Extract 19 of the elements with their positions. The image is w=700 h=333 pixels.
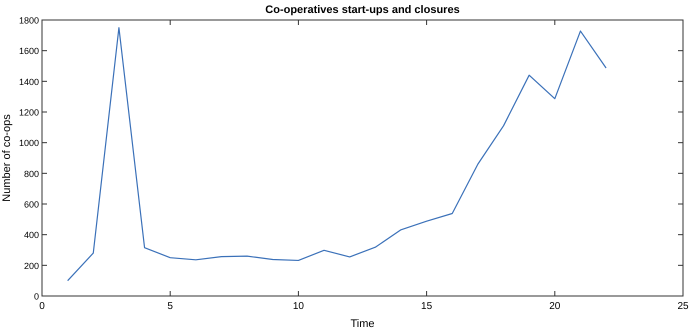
x-tick-label: 15 [421,301,433,312]
y-tick-label: 800 [24,168,39,179]
y-axis-title: Number of co-ops [1,114,13,202]
x-tick-label: 5 [167,301,174,312]
x-tick-label: 10 [292,301,304,312]
y-tick-label: 1600 [18,46,39,56]
y-tick-label: 1400 [18,76,39,87]
chart-title: Co-operatives start-ups and closures [265,4,460,16]
y-tick-label: 1000 [18,138,39,148]
x-tick-label: 20 [549,301,561,312]
y-tick-label: 400 [24,230,39,240]
y-tick-label: 200 [24,260,39,271]
y-tick-label: 1200 [18,108,39,118]
y-tick-label: 1800 [18,16,39,26]
x-tick-label: 25 [677,301,689,312]
x-axis-title: Time [350,318,375,330]
line-series [67,27,607,282]
y-tick-label: 600 [24,200,39,210]
y-tick-label: 0 [34,292,39,302]
